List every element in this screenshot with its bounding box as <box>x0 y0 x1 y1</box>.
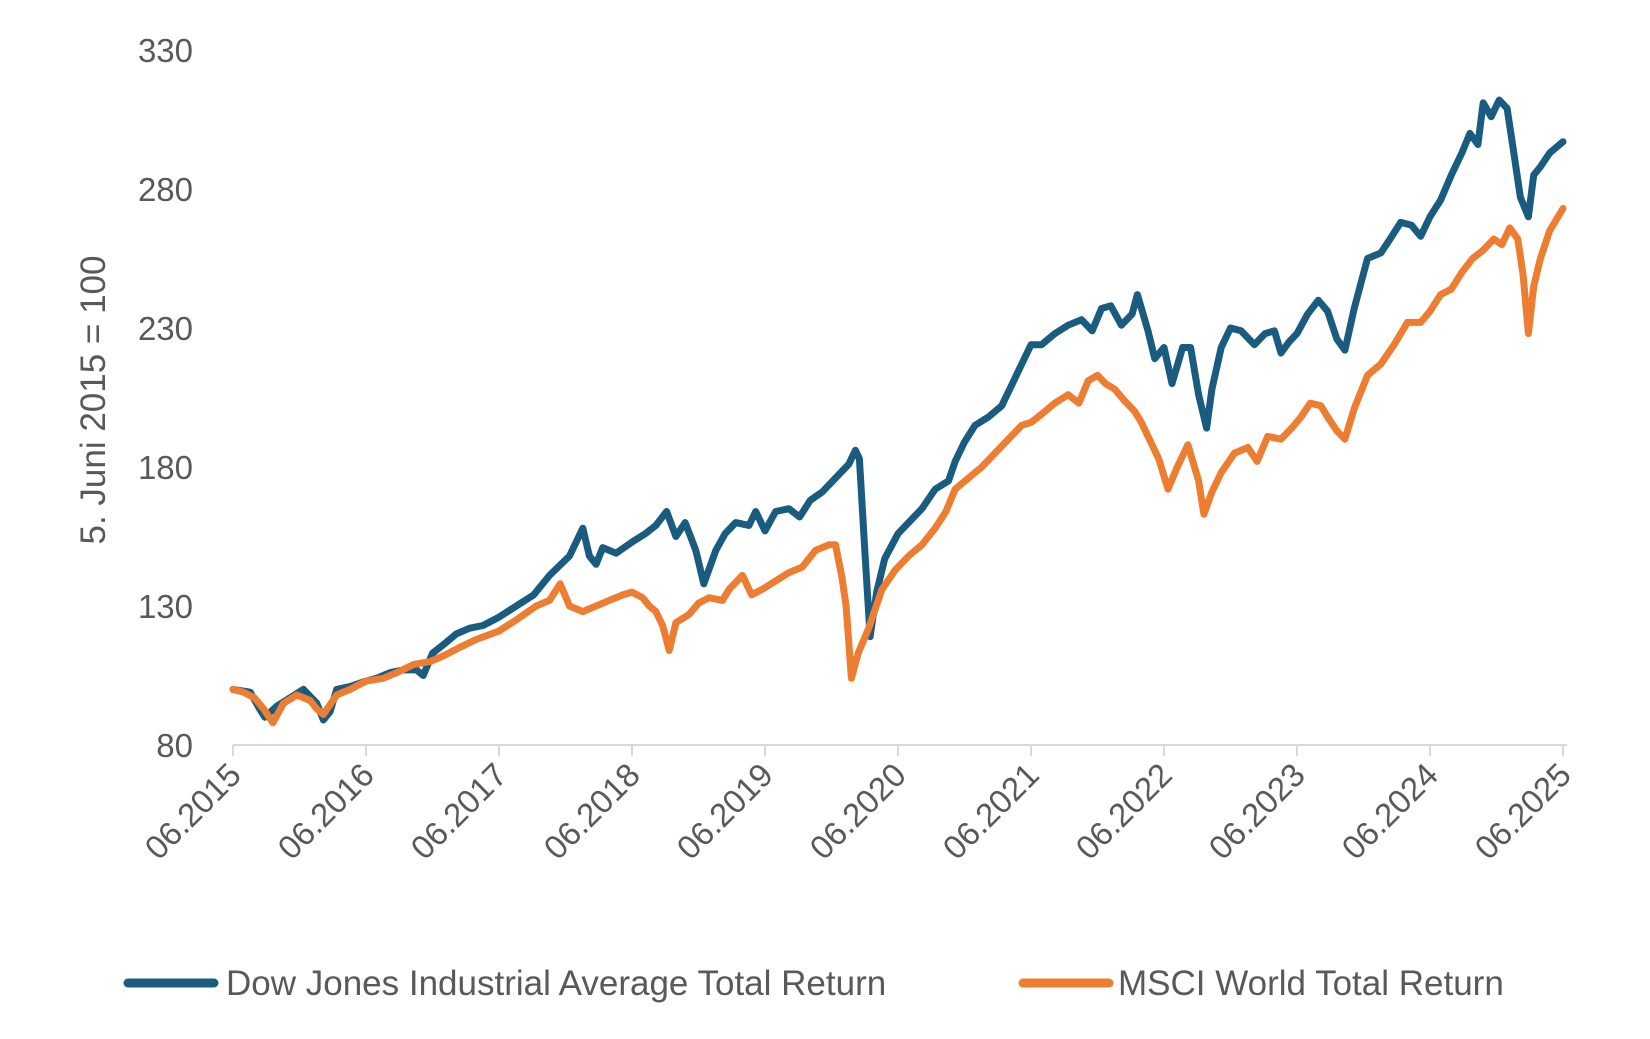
x-tick-label: 06.2025 <box>1467 756 1578 867</box>
series-line-msci-world <box>229 205 1567 727</box>
y-axis: 80 130 180 230 280 330 <box>138 32 193 764</box>
series-lines <box>229 96 1567 727</box>
x-tick-label: 06.2022 <box>1068 756 1179 867</box>
x-tick-label: 06.2015 <box>137 756 248 867</box>
x-tick-label: 06.2017 <box>403 756 514 867</box>
legend: Dow Jones Industrial Average Total Retur… <box>123 964 1504 1003</box>
y-tick-label: 230 <box>138 310 193 347</box>
x-tick-label: 06.2023 <box>1201 756 1312 867</box>
x-axis: 06.2015 06.2016 06.2017 06.2018 06.2019 06.20… <box>137 745 1578 866</box>
y-tick-label: 330 <box>138 32 193 69</box>
y-axis-title: 5. Juni 2015 = 100 <box>74 256 113 545</box>
x-tick-label: 06.2021 <box>935 756 1046 867</box>
y-tick-label: 130 <box>138 588 193 625</box>
series-line-dow-jones <box>229 96 1567 724</box>
y-tick-label: 80 <box>156 727 193 764</box>
y-tick-label: 280 <box>138 171 193 208</box>
x-tick-label: 06.2018 <box>536 756 647 867</box>
x-tick-label: 06.2024 <box>1334 756 1445 867</box>
y-axis-title-group: 5. Juni 2015 = 100 <box>74 256 113 545</box>
legend-label: Dow Jones Industrial Average Total Retur… <box>226 964 886 1003</box>
x-tick-label: 06.2016 <box>270 756 381 867</box>
x-tick-label: 06.2019 <box>669 756 780 867</box>
legend-label: MSCI World Total Return <box>1118 964 1504 1003</box>
y-tick-label: 180 <box>138 449 193 486</box>
x-tick-label: 06.2020 <box>802 756 913 867</box>
